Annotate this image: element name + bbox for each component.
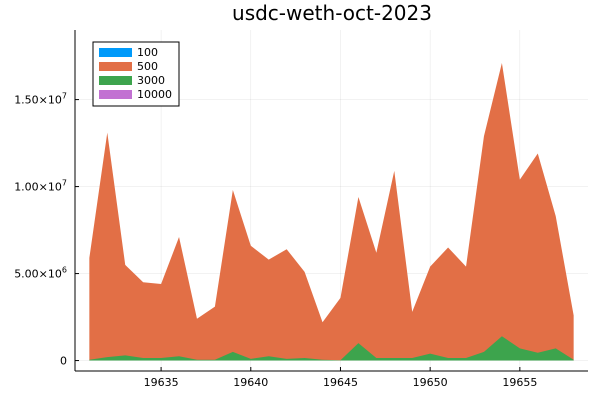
x-tick-label: 19635 [144,376,179,389]
x-tick-label: 19645 [323,376,358,389]
x-ticks: 19635 19640 19645 19650 19655 [144,367,537,389]
axes [74,30,588,372]
y-tick-label: 1.00×107 [14,179,67,194]
y-tick-label: 1.50×107 [14,92,67,107]
x-tick-label: 19655 [502,376,537,389]
legend-swatch-10000 [99,90,132,99]
y-tick-label: 5.00×106 [14,266,67,281]
legend-swatch-3000 [99,76,132,85]
legend-swatch-500 [99,62,132,71]
legend-label-10000: 10000 [137,88,172,101]
y-ticks: 0 5.00×106 1.00×107 1.50×107 [14,92,79,368]
series-area-500 [89,63,574,361]
chart-title: usdc-weth-oct-2023 [232,1,432,25]
y-tick-label: 0 [60,355,67,368]
series-area-3000 [89,336,574,361]
x-tick-label: 19640 [233,376,268,389]
x-tick-label: 19650 [413,376,448,389]
plot-areas [89,63,574,361]
legend-swatch-100 [99,48,132,57]
legend-label-3000: 3000 [137,74,165,87]
legend-label-100: 100 [137,46,158,59]
legend-label-500: 500 [137,60,158,73]
